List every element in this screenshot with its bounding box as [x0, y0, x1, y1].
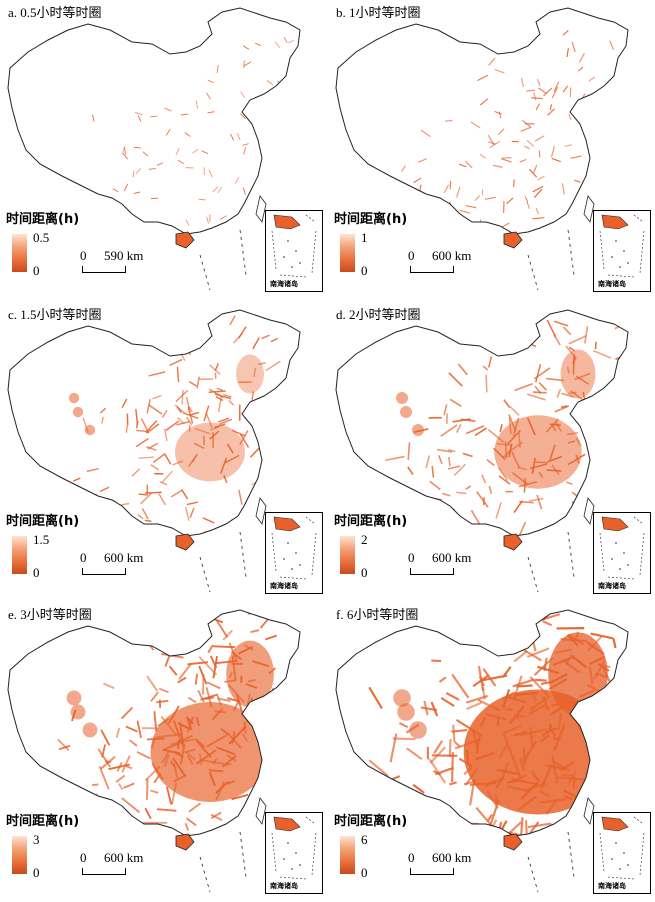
taiwan-island [255, 497, 267, 525]
legend-color-ramp [340, 234, 355, 272]
maritime-boundary [199, 229, 247, 291]
legend-min-value: 0 [361, 565, 368, 580]
scale-bar-zero: 0 [408, 248, 415, 263]
hainan-island [503, 533, 523, 551]
map-panel-e: e. 3小时等时圈 时间距离(h) 3 0 0 600 km 南海诸岛 [0, 602, 327, 902]
china-map-f [335, 609, 629, 893]
inset-label: 南海诸岛 [270, 582, 298, 590]
legend-title: 时间距离(h) [334, 212, 408, 227]
isochrone-coverage [401, 30, 615, 231]
isochrone-coverage [92, 37, 294, 226]
maritime-boundary [199, 531, 247, 593]
south-china-sea-inset: 南海诸岛 [265, 512, 323, 594]
legend-color-ramp [12, 536, 27, 574]
china-map-e [7, 609, 301, 893]
scale-bar [82, 868, 126, 875]
inset-label: 南海诸岛 [270, 280, 298, 288]
country-border [7, 309, 301, 537]
scale-bar [410, 868, 454, 875]
hainan-island [175, 231, 195, 249]
scale-bar-zero: 0 [80, 550, 87, 565]
china-map-b [335, 7, 629, 291]
scale-bar-zero: 0 [80, 248, 87, 263]
scale-bar-zero: 0 [408, 550, 415, 565]
taiwan-island [255, 195, 267, 223]
panel-title: f. 6小时等时圈 [336, 607, 419, 622]
scale-bar [82, 266, 126, 273]
scale-bar [82, 568, 126, 575]
inset-label: 南海诸岛 [598, 582, 626, 590]
panel-title: e. 3小时等时圈 [8, 607, 92, 622]
map-panel-b: b. 1小时等时圈 时间距离(h) 1 0 0 600 km 南海诸岛 [328, 0, 655, 300]
panel-title: c. 1.5小时等时圈 [8, 307, 102, 322]
panel-title: d. 2小时等时圈 [336, 307, 421, 322]
map-panel-d: d. 2小时等时圈 时间距离(h) 2 0 0 600 km 南海诸岛 [328, 302, 655, 602]
country-border [7, 609, 301, 837]
south-china-sea-inset: 南海诸岛 [593, 812, 651, 894]
scale-bar-zero: 0 [80, 850, 87, 865]
maritime-boundary [199, 831, 247, 893]
legend-max-value: 0.5 [33, 230, 50, 245]
legend-min-value: 0 [361, 865, 368, 880]
south-china-sea-inset: 南海诸岛 [265, 210, 323, 292]
panel-title: b. 1小时等时圈 [336, 5, 421, 20]
map-panel-f: f. 6小时等时圈 时间距离(h) 6 0 0 600 km 南海诸岛 [328, 602, 655, 902]
china-map-a [7, 7, 301, 291]
hainan-island [503, 231, 523, 249]
legend-color-ramp [340, 536, 355, 574]
scale-bar [410, 568, 454, 575]
hainan-island [175, 533, 195, 551]
legend-min-value: 0 [33, 565, 40, 580]
legend-min-value: 0 [33, 263, 40, 278]
inset-label: 南海诸岛 [270, 882, 298, 890]
country-border [7, 7, 301, 235]
country-border [335, 7, 629, 235]
hainan-island [175, 833, 195, 851]
scale-bar-zero: 0 [408, 850, 415, 865]
legend-title: 时间距离(h) [6, 814, 80, 829]
legend-max-value: 3 [33, 832, 40, 847]
scale-bar-label: 600 km [104, 550, 144, 565]
legend-max-value: 1.5 [33, 532, 50, 547]
panel-title: a. 0.5小时等时圈 [8, 5, 102, 20]
taiwan-island [583, 195, 595, 223]
country-border [335, 609, 629, 837]
legend-title: 时间距离(h) [334, 814, 408, 829]
map-panel-c: c. 1.5小时等时圈 时间距离(h) 1.5 0 0 600 km 南海诸岛 [0, 302, 327, 602]
inset-label: 南海诸岛 [598, 280, 626, 288]
china-map-c [7, 309, 301, 593]
legend-max-value: 6 [361, 832, 368, 847]
maritime-boundary [527, 531, 575, 593]
legend-color-ramp [340, 836, 355, 874]
maritime-boundary [527, 831, 575, 893]
legend-max-value: 1 [361, 230, 368, 245]
scale-bar-label: 600 km [432, 248, 472, 263]
legend-min-value: 0 [361, 263, 368, 278]
taiwan-island [583, 497, 595, 525]
south-china-sea-inset: 南海诸岛 [593, 512, 651, 594]
map-panel-a: a. 0.5小时等时圈 时间距离(h) 0.5 0 0 590 km 南海诸岛 [0, 0, 327, 300]
scale-bar-label: 590 km [104, 248, 144, 263]
hainan-island [503, 833, 523, 851]
scale-bar-label: 600 km [104, 850, 144, 865]
legend-color-ramp [12, 836, 27, 874]
china-map-d [335, 309, 629, 593]
legend-title: 时间距离(h) [6, 514, 80, 529]
legend-title: 时间距离(h) [6, 212, 80, 227]
taiwan-island [255, 797, 267, 825]
inset-label: 南海诸岛 [598, 882, 626, 890]
isochrone-coverage [68, 315, 281, 536]
scale-bar [410, 266, 454, 273]
south-china-sea-inset: 南海诸岛 [593, 210, 651, 292]
taiwan-island [583, 797, 595, 825]
legend-color-ramp [12, 234, 27, 272]
maritime-boundary [527, 229, 575, 291]
legend-max-value: 2 [361, 532, 368, 547]
country-border [335, 309, 629, 537]
scale-bar-label: 600 km [432, 550, 472, 565]
scale-bar-label: 600 km [432, 850, 472, 865]
legend-min-value: 0 [33, 865, 40, 880]
legend-title: 时间距离(h) [334, 514, 408, 529]
south-china-sea-inset: 南海诸岛 [265, 812, 323, 894]
